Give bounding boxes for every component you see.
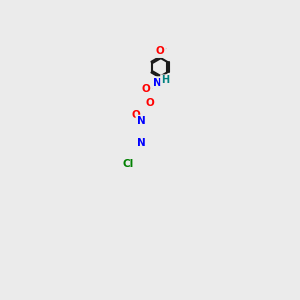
Text: N: N bbox=[153, 78, 162, 88]
Text: O: O bbox=[156, 46, 164, 56]
Text: O: O bbox=[142, 84, 151, 94]
Text: O: O bbox=[145, 98, 154, 108]
Text: O: O bbox=[131, 110, 140, 120]
Text: H: H bbox=[161, 75, 169, 85]
Text: N: N bbox=[137, 139, 146, 148]
Text: Cl: Cl bbox=[122, 159, 134, 169]
Text: N: N bbox=[137, 116, 146, 126]
Text: N: N bbox=[137, 116, 146, 126]
